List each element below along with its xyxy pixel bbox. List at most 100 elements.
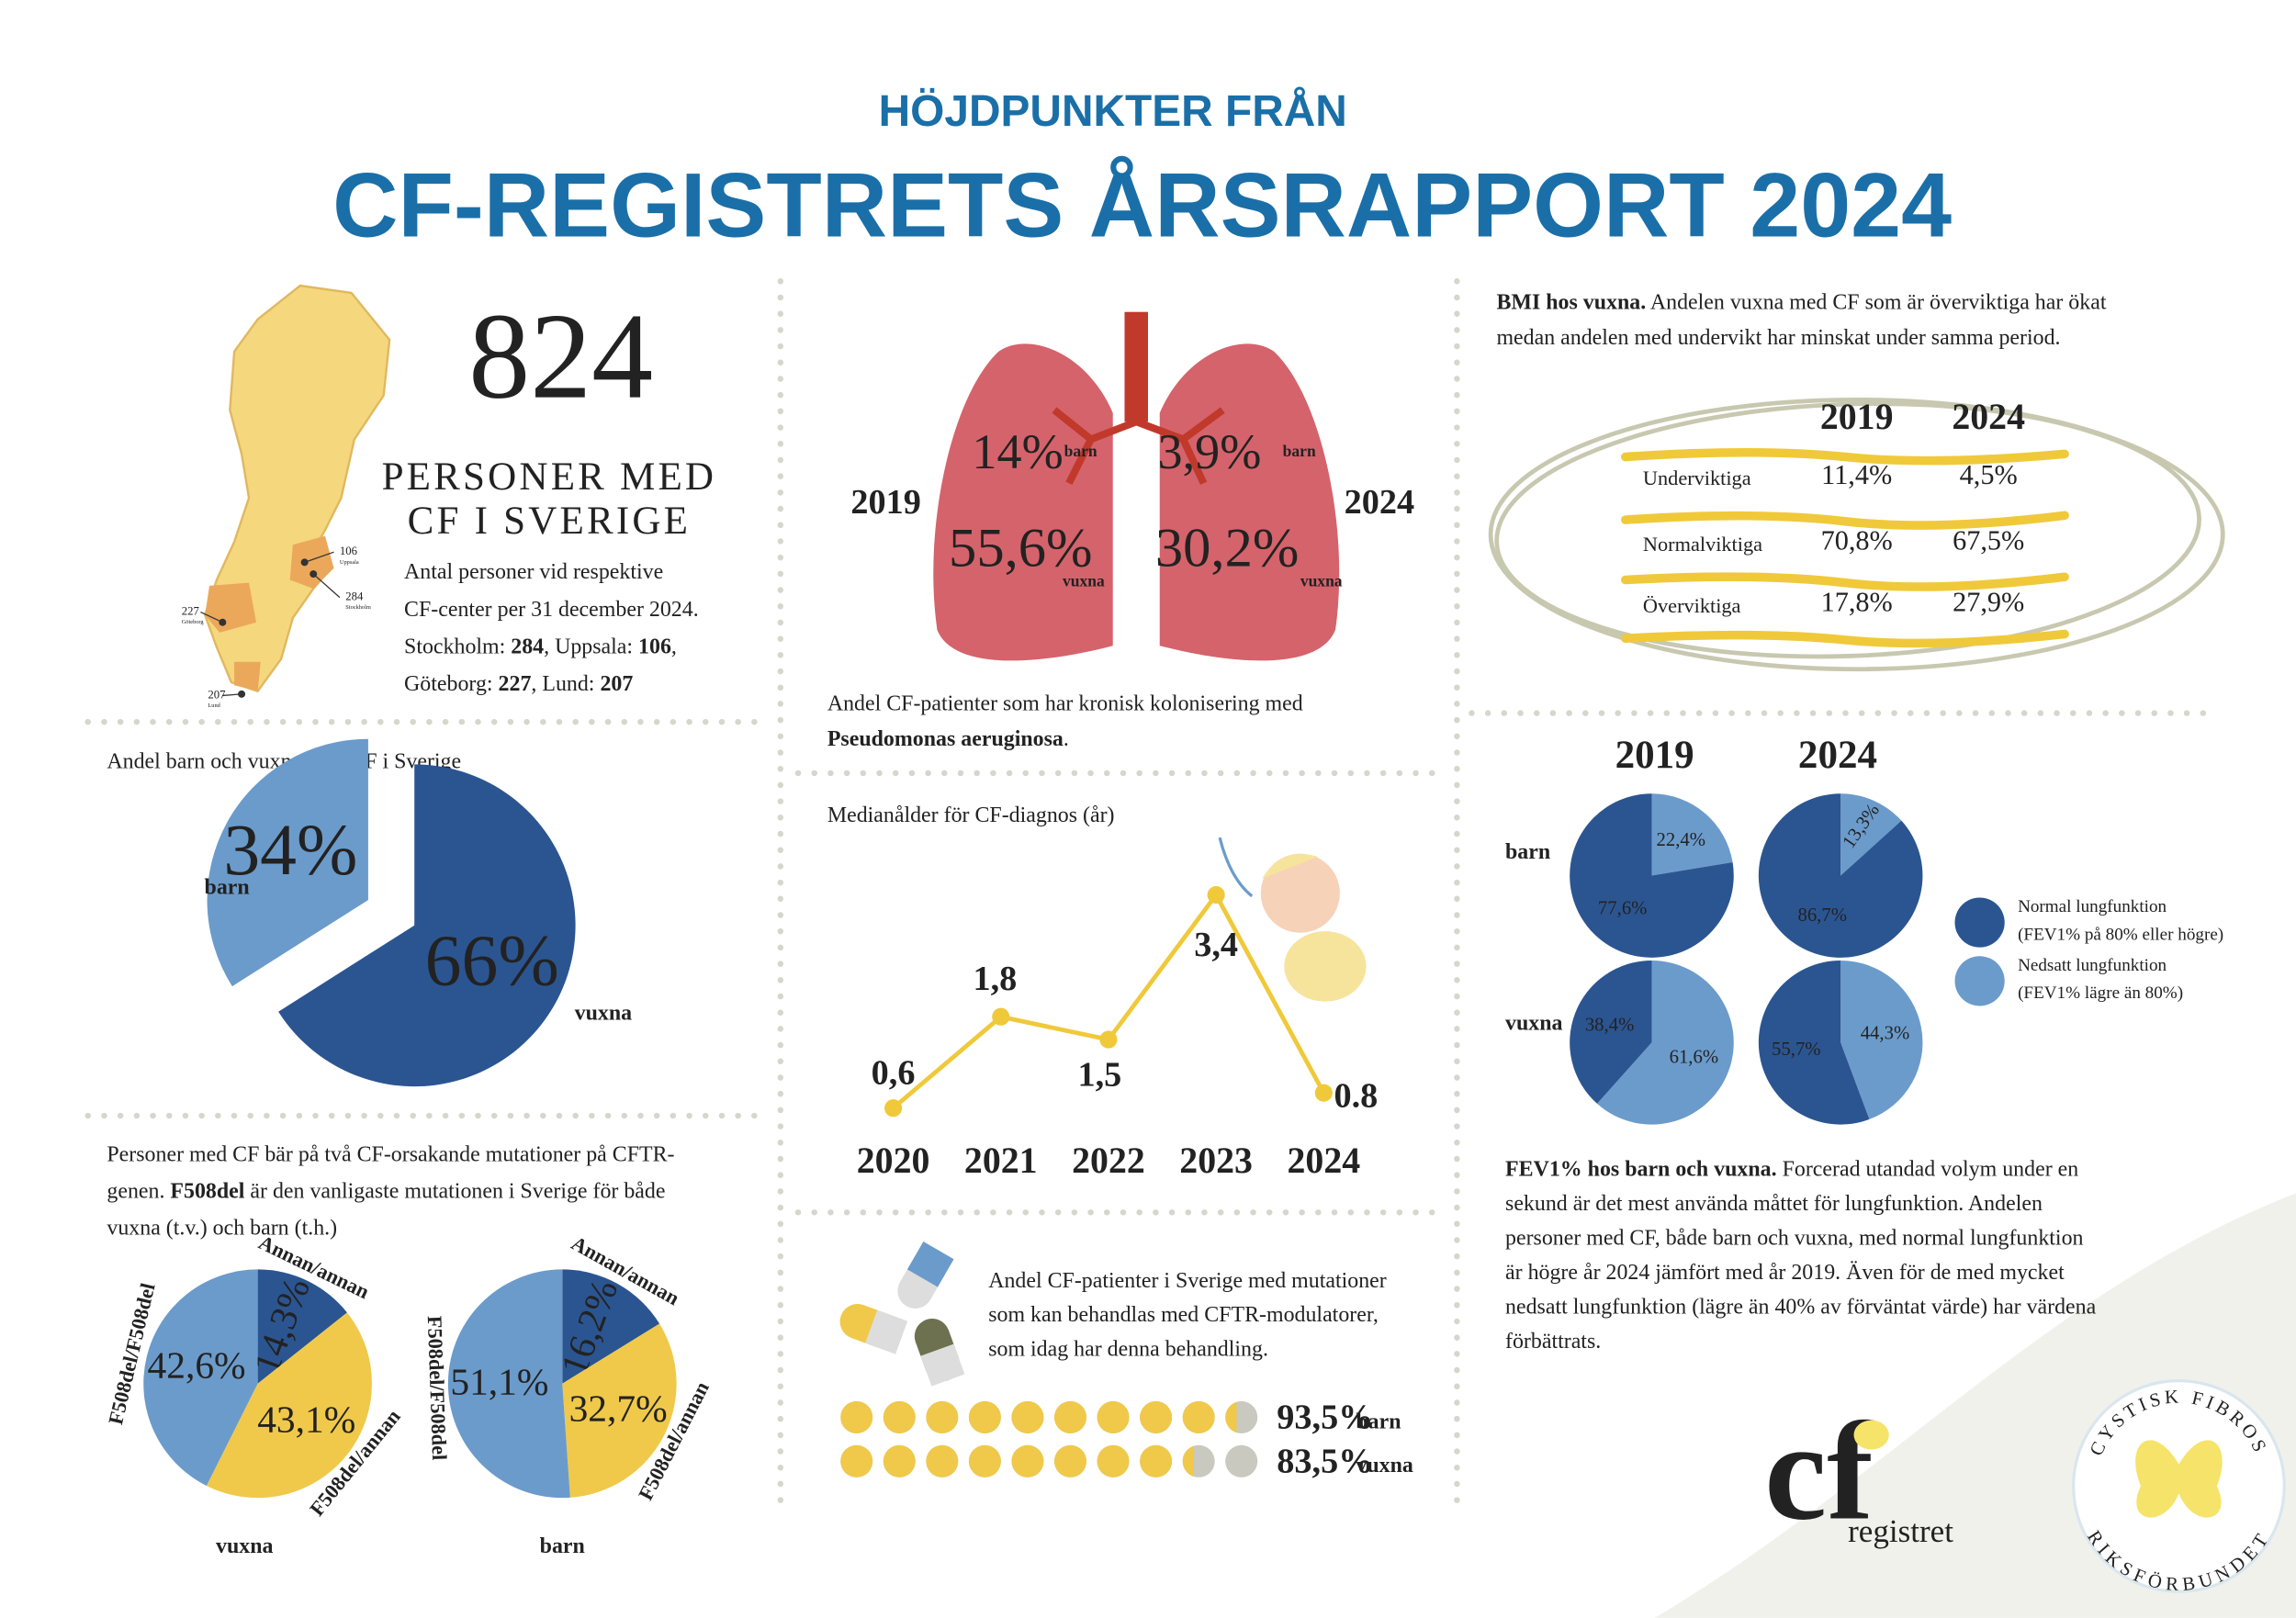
mutation-text-part: är den vanligaste mutationen i Sverige f… bbox=[244, 1180, 665, 1204]
logo-riksforbundet: CYSTISK FIBROS RIKSFÖRBUNDET bbox=[2072, 1379, 2286, 1595]
population-note-part: Göteborg: bbox=[404, 673, 498, 697]
bmi-text: BMI hos vuxna. Andelen vuxna med CF som … bbox=[1496, 291, 2106, 315]
map-count: 106 bbox=[340, 545, 357, 557]
point bbox=[884, 1099, 903, 1118]
dot-row-label: 93,5% bbox=[1277, 1398, 1373, 1436]
population-note: Stockholm: 284, Uppsala: 106, bbox=[404, 635, 677, 659]
lungs bbox=[933, 311, 1340, 661]
bmi-text: medan andelen med undervikt har minskat … bbox=[1496, 326, 2060, 350]
fev1-text: sekund är det mest använda måttet för lu… bbox=[1505, 1193, 2043, 1217]
pie-category: barn bbox=[205, 875, 250, 899]
dot-fill bbox=[1182, 1445, 1194, 1478]
lung-caption-part: Pseudomonas aeruginosa bbox=[827, 727, 1064, 751]
pie-slice-group: 34% bbox=[207, 738, 368, 987]
pie-slice bbox=[1758, 961, 1870, 1125]
map-count: 207 bbox=[208, 688, 225, 701]
population-note-part: 284 bbox=[511, 635, 544, 659]
fev1-text: är högre år 2024 jämfört med år 2019. Äv… bbox=[1505, 1261, 2065, 1285]
separators bbox=[84, 278, 2214, 1519]
total-count: 824 bbox=[468, 288, 653, 424]
dot-row bbox=[840, 1400, 1258, 1434]
mutation-text: vuxna (t.v.) och barn (t.h.) bbox=[107, 1217, 337, 1241]
fev1-text-part: förbättrats. bbox=[1505, 1330, 1601, 1354]
dot-fill bbox=[840, 1400, 873, 1434]
pie-slice bbox=[562, 1269, 660, 1384]
dot-row-label: 83,5% bbox=[1277, 1442, 1373, 1480]
lung-caption-part: Andel CF-patienter som har kronisk kolon… bbox=[827, 692, 1303, 716]
map-count: 227 bbox=[182, 604, 199, 617]
pie-value-label: 42,6% bbox=[148, 1344, 246, 1387]
modulator-text-part: som idag har denna behandling. bbox=[988, 1338, 1268, 1362]
fev1-text: FEV1% hos barn och vuxna. Forcerad utand… bbox=[1505, 1158, 2078, 1182]
capsules bbox=[839, 1242, 965, 1387]
dot-fill bbox=[926, 1444, 959, 1478]
point-label: 3,4 bbox=[1194, 926, 1238, 964]
lung-caption-part: . bbox=[1064, 727, 1069, 751]
lung-value-vuxna: 30,2% bbox=[1155, 518, 1299, 579]
mutation-text-part: F508del bbox=[170, 1180, 244, 1204]
logo-registret: registret bbox=[1848, 1513, 1953, 1549]
modulator-text: som kan behandlas med CFTR-modulatorer, bbox=[988, 1304, 1379, 1328]
pie-slice-group: 66% bbox=[278, 764, 576, 1087]
population-note-part: , Uppsala: bbox=[544, 635, 638, 659]
bmi-cell: 17,8% bbox=[1821, 587, 1893, 618]
mutation-text-part: Personer med CF bär på två CF-orsakande … bbox=[107, 1143, 674, 1167]
fev1-text-part: personer med CF, både barn och vuxna, me… bbox=[1505, 1227, 2084, 1251]
baby bbox=[1218, 837, 1367, 1002]
fev1-group: barn bbox=[1505, 840, 1550, 864]
fev1-text: förbättrats. bbox=[1505, 1330, 1601, 1354]
mutation-text-part: genen. bbox=[107, 1180, 170, 1204]
fev1-text-part: nedsatt lungfunktion (lägre än 40% av fö… bbox=[1505, 1296, 2097, 1320]
bmi-row-name: Underviktiga bbox=[1643, 466, 1751, 489]
pie-slice bbox=[447, 1269, 570, 1499]
map-city: Lund bbox=[208, 702, 220, 709]
lung-caption: Andel CF-patienter som har kronisk kolon… bbox=[827, 692, 1303, 716]
legend-note: (FEV1% lägre än 80%) bbox=[2018, 983, 2183, 1003]
pie-category: vuxna bbox=[575, 1001, 632, 1025]
population-note-part: Stockholm: bbox=[404, 635, 511, 659]
bmi-highlights bbox=[1620, 447, 2069, 648]
map-city: Uppsala bbox=[340, 559, 359, 566]
dot-row bbox=[840, 1444, 1258, 1478]
x-tick-label: 2020 bbox=[857, 1140, 930, 1181]
fev1-text-part: Forcerad utandad volym under en bbox=[1777, 1158, 2079, 1182]
lung-label: vuxna bbox=[1300, 572, 1343, 590]
pie-slice bbox=[562, 1323, 677, 1498]
population-note-part: , bbox=[671, 635, 677, 659]
pie-slice bbox=[278, 764, 576, 1087]
x-tick-label: 2022 bbox=[1072, 1140, 1145, 1181]
dot-fill bbox=[1053, 1444, 1087, 1478]
bmi-column: 2019 bbox=[1820, 396, 1894, 437]
population-note-part: , Lund: bbox=[531, 673, 600, 697]
kicker: HÖJDPUNKTER FRÅN bbox=[879, 86, 1347, 136]
dot-row-name: barn bbox=[1356, 1410, 1401, 1433]
lung-value-barn: 3,9% bbox=[1158, 424, 1262, 479]
population-note-part: 106 bbox=[638, 635, 671, 659]
count-heading: CF I SVERIGE bbox=[408, 500, 691, 543]
population-note: CF-center per 31 december 2024. bbox=[404, 598, 699, 622]
dot-fill bbox=[883, 1400, 916, 1434]
lung-year: 2024 bbox=[1345, 483, 1415, 522]
dot-fill bbox=[926, 1400, 959, 1434]
logo-cf-registret: cf registret bbox=[1764, 1395, 1953, 1550]
bmi-cell: 4,5% bbox=[1960, 459, 2018, 490]
map-city: Stockholm bbox=[345, 604, 371, 611]
dot-fill bbox=[1182, 1400, 1215, 1434]
pie-slice bbox=[1758, 793, 1923, 958]
population-note-part: 207 bbox=[600, 673, 633, 697]
x-tick-label: 2021 bbox=[964, 1140, 1038, 1181]
title: CF-REGISTRETS ÅRSRAPPORT 2024 bbox=[332, 154, 1952, 255]
pie-value-label: 22,4% bbox=[1656, 830, 1705, 850]
legend-note: (FEV1% på 80% eller högre) bbox=[2018, 925, 2223, 944]
dot-fill bbox=[968, 1400, 1001, 1434]
pie-category: F508del/F508del bbox=[423, 1315, 451, 1460]
bmi-scribble bbox=[1488, 397, 2225, 672]
dot-fill bbox=[968, 1444, 1001, 1478]
dot-fill bbox=[1053, 1400, 1087, 1434]
lung-caption: Pseudomonas aeruginosa. bbox=[827, 727, 1069, 751]
legend-swatch bbox=[1954, 956, 2005, 1006]
dot-fill bbox=[840, 1444, 873, 1478]
dot-fill bbox=[883, 1444, 916, 1478]
fev1-text-part: är högre år 2024 jämfört med år 2019. Äv… bbox=[1505, 1261, 2065, 1285]
bmi-cell: 11,4% bbox=[1821, 459, 1892, 490]
